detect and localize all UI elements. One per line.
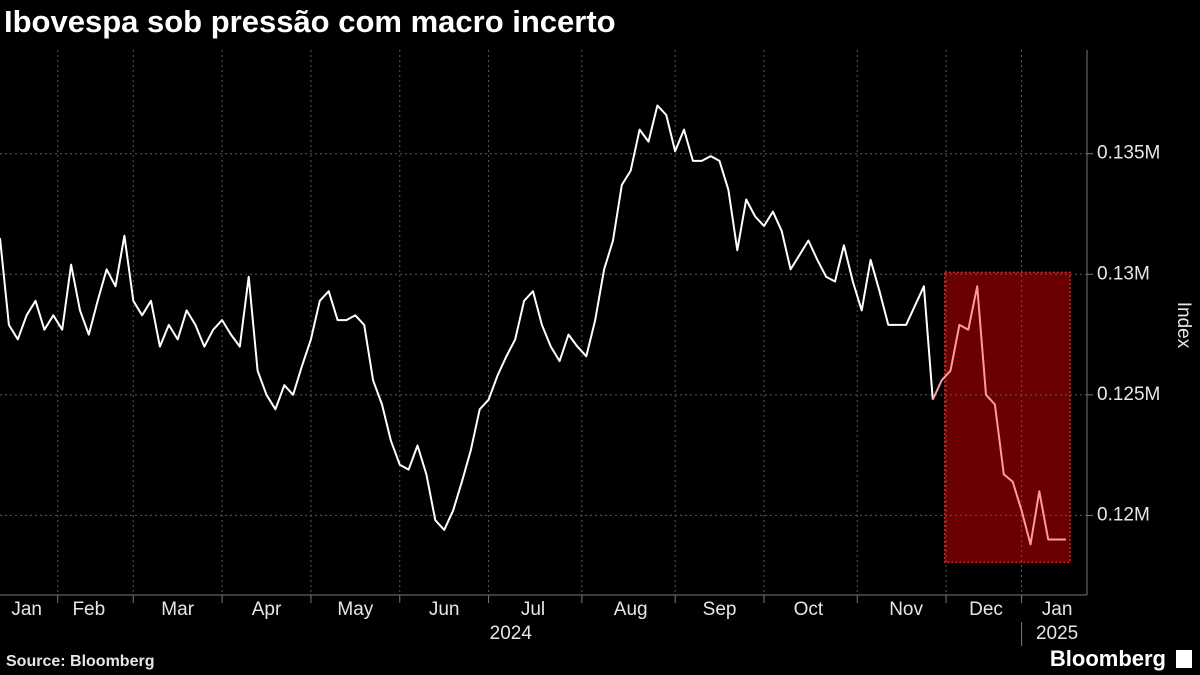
y-tick-label: 0.13M [1097, 263, 1150, 284]
x-tick-label: Jun [429, 599, 460, 620]
x-year-label: 2025 [1036, 623, 1078, 644]
x-tick-label: Aug [614, 599, 648, 620]
y-tick-label: 0.135M [1097, 143, 1160, 164]
y-tick-label: 0.125M [1097, 384, 1160, 405]
x-tick-label: Jul [521, 599, 545, 620]
source: Source: Bloomberg [6, 653, 154, 670]
x-tick-label: Mar [161, 599, 194, 620]
x-year-label: 2024 [490, 623, 533, 644]
highlight-box [944, 271, 1071, 564]
x-tick-label: Sep [703, 599, 737, 620]
x-tick-label: Feb [72, 599, 105, 620]
x-tick-label: May [337, 599, 373, 620]
chart-title: Ibovespa sob pressão com macro incerto [4, 4, 616, 39]
line [931, 285, 1066, 546]
brand-icon [1176, 650, 1192, 668]
line [0, 104, 934, 531]
y-tick-label: 0.12M [1097, 504, 1150, 525]
x-tick-label: Jan [1042, 599, 1073, 620]
x-tick-label: Nov [889, 599, 923, 620]
x-tick-label: Jan [11, 599, 42, 620]
brand: Bloomberg [1050, 646, 1166, 671]
y-axis-label: Index [1173, 302, 1194, 349]
x-tick-label: Apr [252, 599, 282, 620]
x-tick-label: Dec [969, 599, 1003, 620]
x-tick-label: Oct [794, 599, 824, 620]
